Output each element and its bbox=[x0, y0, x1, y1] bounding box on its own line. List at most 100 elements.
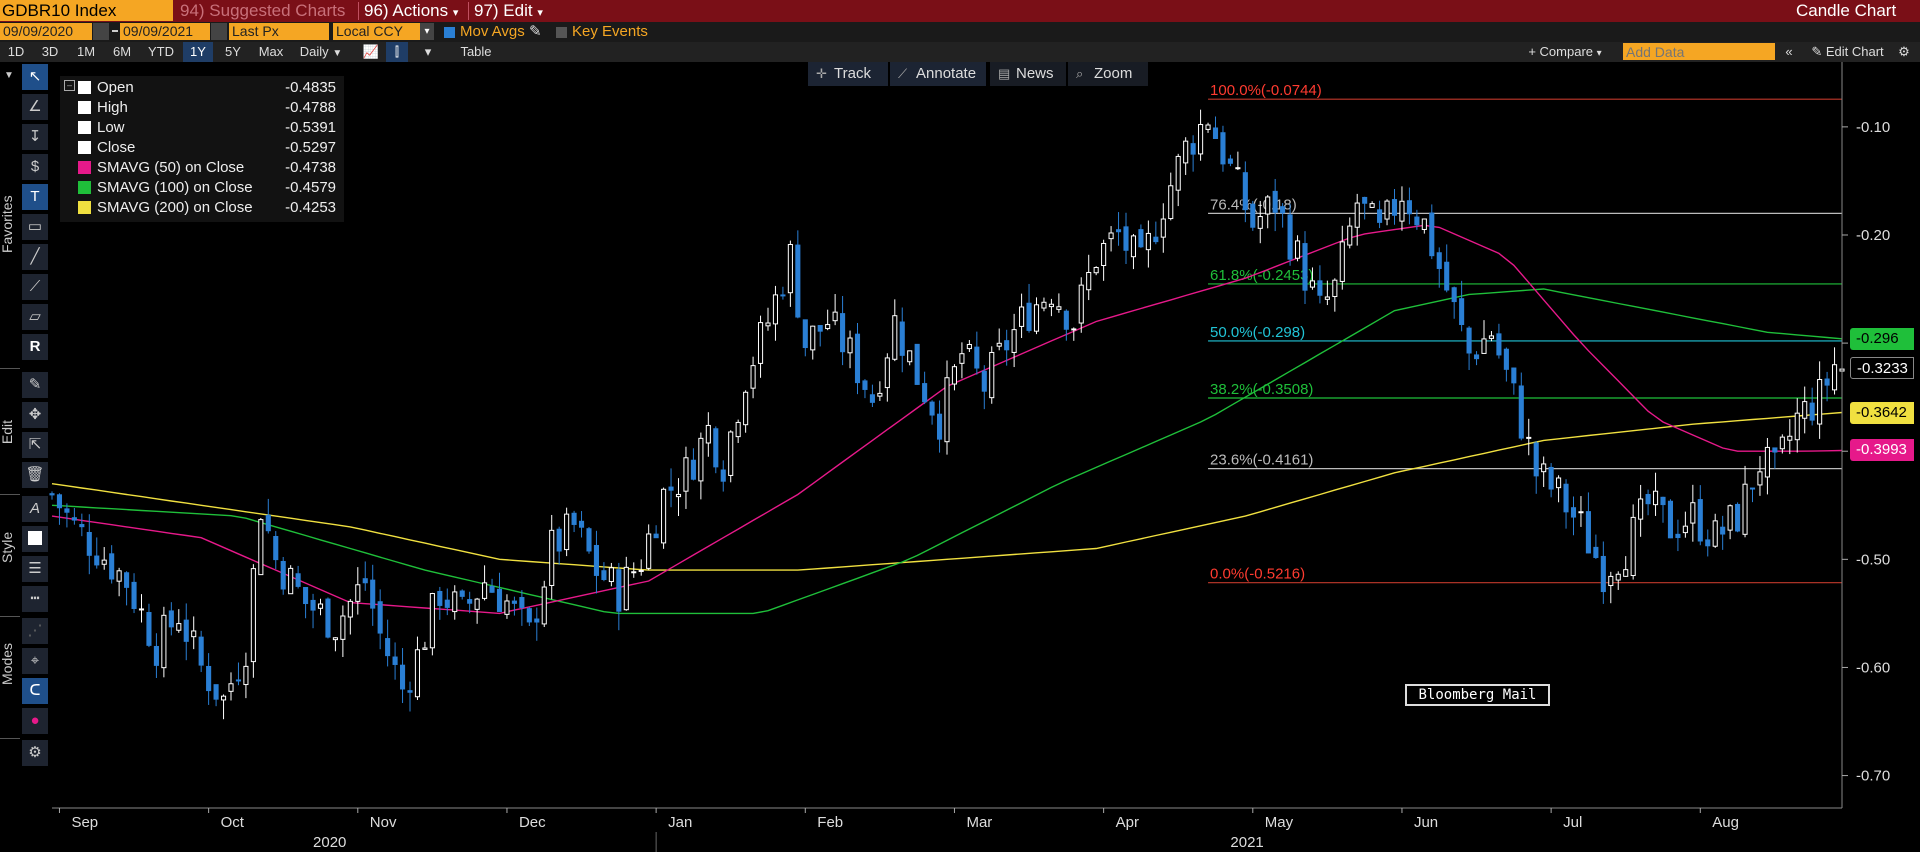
select-tool-icon[interactable]: ⇱ bbox=[22, 432, 48, 458]
mov-avgs-toggle[interactable]: Mov Avgs ✎ bbox=[444, 22, 542, 42]
rectangle-tool-icon[interactable]: ▭ bbox=[22, 214, 48, 240]
calendar-icon[interactable] bbox=[211, 23, 227, 40]
candle-body bbox=[86, 532, 92, 556]
candle-body bbox=[1250, 203, 1256, 228]
color-square-icon[interactable] bbox=[22, 526, 48, 552]
crosshair-icon[interactable]: ⌖ bbox=[22, 648, 48, 674]
color-dots-icon[interactable]: ● bbox=[22, 708, 48, 734]
table-button[interactable]: Table bbox=[460, 44, 492, 59]
period-6m[interactable]: 6M bbox=[112, 44, 132, 59]
candle-body bbox=[317, 603, 324, 609]
track-button[interactable]: ✛ Track bbox=[808, 62, 888, 86]
candle-body bbox=[638, 569, 644, 572]
text-tool-icon[interactable]: T bbox=[22, 184, 48, 210]
pointer-tool-icon[interactable]: ↖ bbox=[22, 64, 48, 90]
candle-body bbox=[407, 690, 413, 693]
candle-body bbox=[504, 600, 510, 615]
candle-body bbox=[414, 649, 421, 698]
move-tool-icon[interactable]: ✥ bbox=[22, 402, 48, 428]
candle-body bbox=[288, 567, 294, 595]
dotted-line-icon[interactable]: ⋰ bbox=[22, 618, 48, 644]
period-1y[interactable]: 1Y bbox=[183, 42, 213, 62]
brush-tool-icon[interactable]: ✎ bbox=[22, 372, 48, 398]
key-events-toggle[interactable]: Key Events bbox=[556, 22, 648, 42]
candle-body bbox=[668, 486, 674, 491]
annotate-button[interactable]: ⟋ Annotate bbox=[890, 62, 986, 86]
candle-body bbox=[966, 343, 972, 350]
legend-swatch[interactable] bbox=[78, 181, 91, 194]
legend-swatch[interactable] bbox=[78, 161, 91, 174]
x-month-label: Feb bbox=[817, 814, 843, 831]
pencil-icon[interactable]: ✎ bbox=[528, 23, 542, 40]
candle-body bbox=[1130, 235, 1137, 258]
legend-swatch[interactable] bbox=[78, 201, 91, 214]
candle-body bbox=[220, 695, 227, 701]
candle-body bbox=[1138, 229, 1144, 248]
currency-selector[interactable]: Local CCY bbox=[333, 23, 429, 40]
chevron-down-icon[interactable]: ▾ bbox=[424, 44, 432, 59]
period-1m[interactable]: 1M bbox=[76, 44, 96, 59]
legend-swatch[interactable] bbox=[78, 141, 91, 154]
candle-body bbox=[1391, 199, 1398, 216]
zoom-button[interactable]: ⌕ Zoom bbox=[1068, 62, 1148, 86]
checkbox-checked-icon[interactable] bbox=[444, 26, 455, 38]
chevron-down-icon[interactable]: ▾ bbox=[420, 23, 434, 40]
field-selector[interactable]: Last Px bbox=[229, 23, 329, 40]
collapse-box-icon[interactable]: – bbox=[64, 80, 75, 91]
triangle-down-icon[interactable]: ▼ bbox=[4, 70, 14, 81]
legend-swatch[interactable] bbox=[78, 101, 91, 114]
retracement-tool-icon[interactable]: R bbox=[22, 334, 48, 360]
font-style-icon[interactable]: A bbox=[22, 496, 48, 522]
trash-icon[interactable]: 🗑 bbox=[22, 462, 48, 488]
period-3d[interactable]: 3D bbox=[41, 44, 59, 59]
frequency-selector[interactable]: Daily ▼ bbox=[299, 44, 343, 59]
news-button[interactable]: ▤ News bbox=[990, 62, 1066, 86]
line-weight-icon[interactable]: ☰ bbox=[22, 556, 48, 582]
period-5y[interactable]: 5Y bbox=[225, 44, 241, 59]
line-chart-icon[interactable]: 📈 bbox=[362, 44, 380, 59]
calendar-icon[interactable] bbox=[93, 23, 109, 40]
actions-menu[interactable]: 96) Actions ▾ bbox=[364, 1, 459, 20]
compare-button[interactable]: + Compare ▾ bbox=[1528, 44, 1602, 59]
end-date-field[interactable]: 09/09/2021 bbox=[120, 23, 210, 40]
candle-body bbox=[922, 383, 928, 403]
magnet-icon[interactable]: ᑕ bbox=[22, 678, 48, 704]
ticker-field[interactable]: GDBR10 Index bbox=[0, 0, 173, 21]
candle-body bbox=[1742, 483, 1748, 535]
checkbox-icon[interactable] bbox=[556, 26, 567, 38]
candle-body bbox=[519, 597, 525, 608]
trendline-tool-icon[interactable]: ╱ bbox=[22, 244, 48, 270]
legend-swatch[interactable] bbox=[78, 121, 91, 134]
add-data-input[interactable] bbox=[1623, 43, 1775, 60]
period-ytd[interactable]: YTD bbox=[148, 44, 174, 59]
collapse-icon[interactable]: « bbox=[1785, 44, 1793, 59]
channel-tool-icon[interactable]: ▱ bbox=[22, 304, 48, 330]
legend-label: SMAVG (200) on Close bbox=[97, 199, 253, 216]
start-date-field[interactable]: 09/09/2020 bbox=[0, 23, 92, 40]
candle-body bbox=[1190, 143, 1196, 155]
candle-body bbox=[892, 315, 898, 360]
gear-icon[interactable]: ⚙ bbox=[1898, 44, 1910, 59]
line-dash-icon[interactable]: ┅ bbox=[22, 586, 48, 612]
x-month-label: Jan bbox=[668, 814, 692, 831]
suggested-charts-menu[interactable]: 94) Suggested Charts bbox=[180, 1, 346, 20]
edit-menu[interactable]: 97) Edit ▾ bbox=[474, 1, 543, 20]
toolbar-divider bbox=[0, 738, 20, 739]
percent-tool-icon[interactable]: ↧ bbox=[22, 124, 48, 150]
legend-row: Low -0.5391 bbox=[78, 118, 342, 138]
candle-body bbox=[936, 413, 943, 440]
line-draw-tool-icon[interactable]: ∠ bbox=[22, 94, 48, 120]
dollar-tool-icon[interactable]: $ bbox=[22, 154, 48, 180]
candle-body bbox=[1436, 252, 1442, 269]
candle-body bbox=[1168, 185, 1174, 220]
candle-chart-icon[interactable]: ⫿ bbox=[386, 42, 408, 62]
period-max[interactable]: Max bbox=[258, 44, 284, 59]
settings-gear-icon[interactable]: ⚙ bbox=[22, 740, 48, 766]
price-tag: -0.3642 bbox=[1850, 401, 1914, 424]
candle-body bbox=[198, 636, 204, 666]
legend-swatch[interactable] bbox=[78, 81, 91, 94]
period-1d[interactable]: 1D bbox=[7, 44, 25, 59]
segment-tool-icon[interactable]: ⟋ bbox=[22, 274, 48, 300]
edit-chart-button[interactable]: ✎ Edit Chart bbox=[1811, 44, 1884, 59]
